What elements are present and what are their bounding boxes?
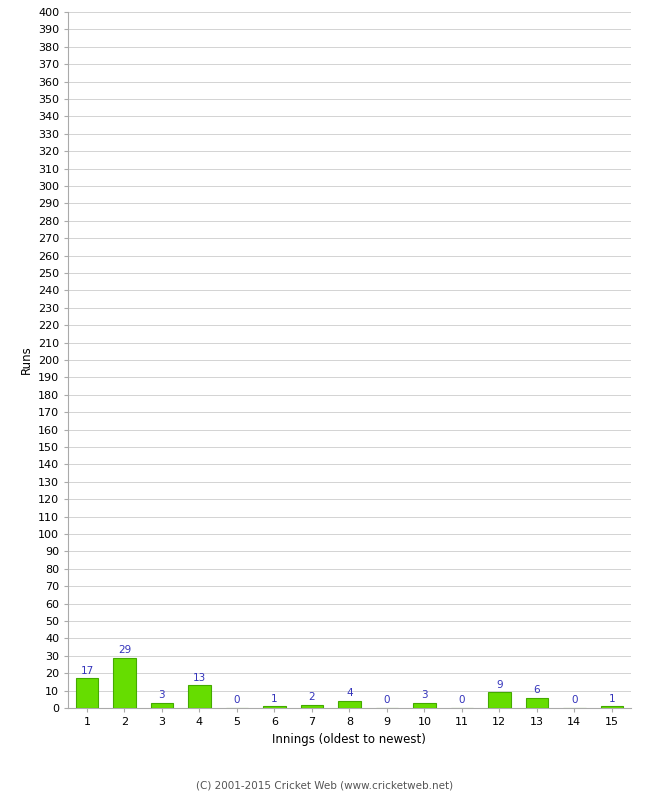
Text: 0: 0 [234, 695, 240, 706]
Bar [113, 658, 136, 708]
Bar [188, 686, 211, 708]
Text: 0: 0 [459, 695, 465, 706]
Text: 0: 0 [384, 695, 390, 706]
Bar [263, 706, 285, 708]
Text: (C) 2001-2015 Cricket Web (www.cricketweb.net): (C) 2001-2015 Cricket Web (www.cricketwe… [196, 781, 454, 790]
Text: 1: 1 [608, 694, 615, 704]
Text: 29: 29 [118, 645, 131, 655]
Bar [488, 692, 510, 708]
Text: 13: 13 [193, 673, 206, 682]
Y-axis label: Runs: Runs [20, 346, 32, 374]
Text: 2: 2 [309, 692, 315, 702]
Text: 4: 4 [346, 689, 353, 698]
Bar [151, 702, 173, 708]
Bar [413, 702, 436, 708]
Bar [601, 706, 623, 708]
Bar [76, 678, 98, 708]
X-axis label: Innings (oldest to newest): Innings (oldest to newest) [272, 733, 426, 746]
Text: 1: 1 [271, 694, 278, 704]
Text: 0: 0 [571, 695, 578, 706]
Text: 6: 6 [534, 685, 540, 695]
Bar [301, 705, 323, 708]
Text: 3: 3 [421, 690, 428, 700]
Bar [338, 701, 361, 708]
Text: 17: 17 [81, 666, 94, 676]
Bar [526, 698, 548, 708]
Text: 3: 3 [159, 690, 165, 700]
Text: 9: 9 [496, 680, 502, 690]
